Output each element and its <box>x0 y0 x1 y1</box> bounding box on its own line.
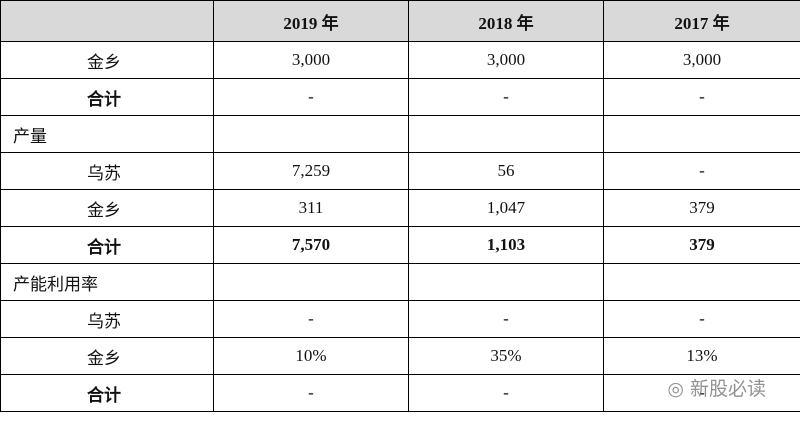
col-header: 2018 年 <box>408 0 604 42</box>
cell: - <box>213 300 409 338</box>
empty-cell <box>213 115 409 153</box>
table-row: 金乡 3,000 3,000 3,000 <box>0 41 800 79</box>
cell: 1,103 <box>408 226 604 264</box>
table-row: 金乡 10% 35% 13% <box>0 337 800 375</box>
row-label: 合计 <box>0 374 214 412</box>
watermark: ◎ 新股必读 <box>667 378 766 400</box>
table-row: 产量 <box>0 115 800 153</box>
row-label: 乌苏 <box>0 300 214 338</box>
cell: 3,000 <box>408 41 604 79</box>
cell: 7,259 <box>213 152 409 190</box>
row-label: 金乡 <box>0 41 214 79</box>
watermark-text: 新股必读 <box>689 378 766 400</box>
table-row: 合计 - - - <box>0 78 800 116</box>
section-label: 产能利用率 <box>0 263 214 301</box>
cell: 7,570 <box>213 226 409 264</box>
cell: - <box>408 78 604 116</box>
row-label: 合计 <box>0 78 214 116</box>
row-label: 合计 <box>0 226 214 264</box>
col-header: 2017 年 <box>603 0 800 42</box>
empty-cell <box>408 115 604 153</box>
cell: 379 <box>603 189 800 227</box>
header-row: 2019 年 2018 年 2017 年 <box>0 0 800 42</box>
section-label: 产量 <box>0 115 214 153</box>
empty-cell <box>408 263 604 301</box>
cell: 3,000 <box>213 41 409 79</box>
cell: 10% <box>213 337 409 375</box>
table-row: 合计 7,570 1,103 379 <box>0 226 800 264</box>
cell: - <box>603 374 800 412</box>
row-label: 金乡 <box>0 337 214 375</box>
cell: 13% <box>603 337 800 375</box>
cell: - <box>408 374 604 412</box>
table-row: 合计 - - - <box>0 374 800 412</box>
cell: 1,047 <box>408 189 604 227</box>
table-body: 金乡 3,000 3,000 3,000 合计 - - - 产量 乌苏 7,259 56- 金乡 311 1… <box>0 41 800 412</box>
cell: - <box>408 300 604 338</box>
row-label: 乌苏 <box>0 152 214 190</box>
table-row: 乌苏 - - - <box>0 300 800 338</box>
empty-cell <box>213 263 409 301</box>
col-header: 2019 年 <box>213 0 409 42</box>
cell: - <box>603 78 800 116</box>
table-row: 乌苏 7,259 56- <box>0 152 800 190</box>
cell: 56 <box>408 152 604 190</box>
cell: - <box>603 152 800 190</box>
empty-cell <box>603 263 800 301</box>
table-row: 产能利用率 <box>0 263 800 301</box>
corner <box>0 0 214 42</box>
empty-cell <box>603 115 800 153</box>
cell: 311 <box>213 189 409 227</box>
cell: - <box>603 300 800 338</box>
cell: 379 <box>603 226 800 264</box>
cell: - <box>213 78 409 116</box>
cell: 35% <box>408 337 604 375</box>
data-table: 2019 年 2018 年 2017 年 金乡 3,000 3,000 3,000 合计 - -… <box>0 0 800 412</box>
table-row: 金乡 311 1,047 379 <box>0 189 800 227</box>
row-label: 金乡 <box>0 189 214 227</box>
cell: 3,000 <box>603 41 800 79</box>
cell: - <box>213 374 409 412</box>
